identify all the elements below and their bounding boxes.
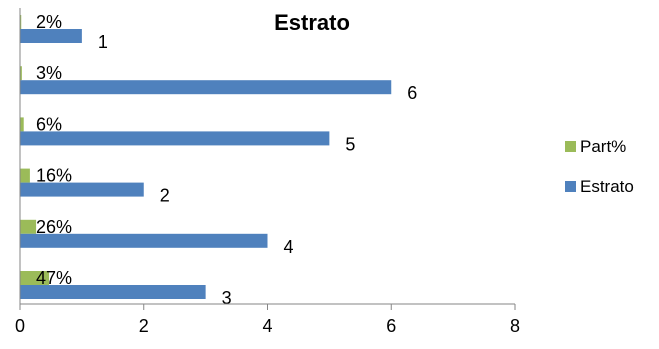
bar-estrato-2 (20, 80, 392, 95)
data-label-estrato-6: 3 (222, 288, 232, 308)
chart-title: Estrato (274, 10, 350, 35)
bar-part-4 (20, 168, 30, 183)
data-label-estrato-4: 2 (160, 186, 170, 206)
x-tick-label-4: 4 (262, 316, 272, 336)
bar-part-2 (20, 66, 22, 81)
bar-part-6 (20, 271, 50, 285)
x-tick-label-6: 6 (386, 316, 396, 336)
bar-part-3 (20, 117, 24, 132)
bar-estrato-5 (20, 233, 268, 248)
data-label-part-6: 47% (36, 268, 72, 288)
bar-estrato-6 (20, 285, 206, 299)
data-label-part-3: 6% (36, 114, 62, 134)
data-label-estrato-2: 6 (407, 83, 417, 103)
x-tick-label-2: 2 (139, 316, 149, 336)
bar-part-5 (20, 219, 37, 234)
x-axis: 0 2 4 6 8 (15, 8, 520, 336)
data-label-part-4: 16% (36, 166, 72, 186)
data-label-part-2: 3% (36, 63, 62, 83)
legend: Part% Estrato (565, 137, 634, 196)
data-label-estrato-3: 5 (345, 134, 355, 154)
data-label-estrato-1: 1 (98, 32, 108, 52)
data-label-part-5: 26% (36, 217, 72, 237)
legend-swatch-estrato (565, 181, 576, 192)
data-label-part-1: 2% (36, 12, 62, 32)
bar-estrato-3 (20, 131, 330, 146)
bars-group: 2% 1 3% 6 6% 5 16% 2 26% 4 47% 3 (20, 12, 417, 308)
x-tick-label-8: 8 (510, 316, 520, 336)
legend-label-part: Part% (580, 137, 626, 156)
x-tick-label-0: 0 (15, 316, 25, 336)
bar-part-1 (20, 15, 22, 29)
bar-estrato-1 (20, 29, 82, 43)
data-label-estrato-5: 4 (284, 237, 294, 257)
legend-swatch-part (565, 141, 576, 152)
bar-estrato-4 (20, 182, 144, 197)
legend-label-estrato: Estrato (580, 177, 634, 196)
